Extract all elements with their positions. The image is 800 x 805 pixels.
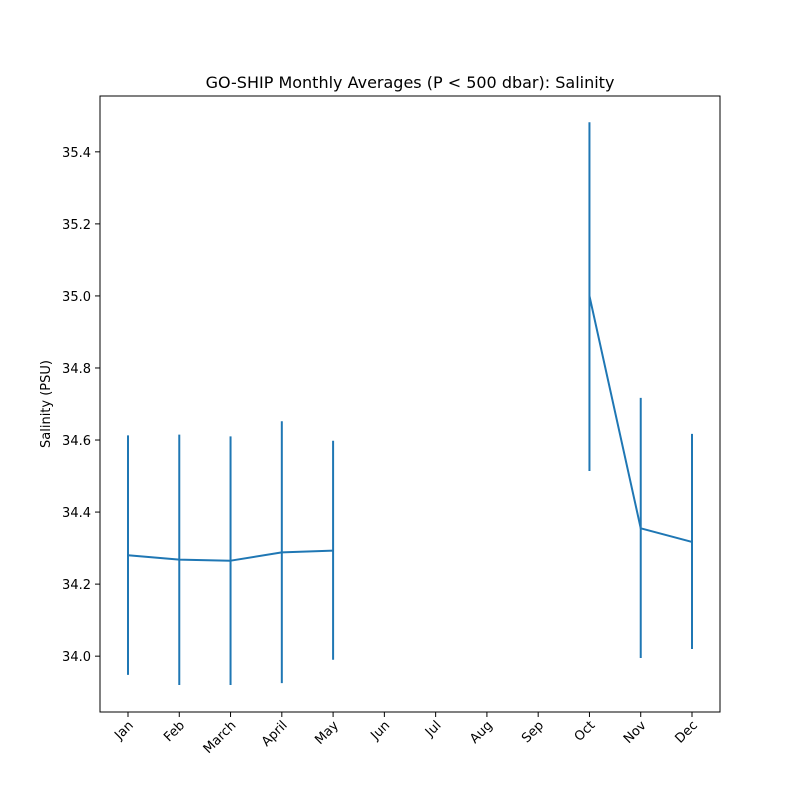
x-tick-label: Aug xyxy=(467,718,496,747)
x-tick-label: May xyxy=(312,718,342,748)
x-tick-label: April xyxy=(259,718,291,750)
x-tick-label: March xyxy=(201,718,240,757)
y-axis: 34.0 34.2 34.4 34.6 34.8 35.0 35.2 35.4 xyxy=(62,146,100,665)
x-tick-label: Dec xyxy=(672,718,700,746)
series-line xyxy=(588,295,693,543)
y-tick-label: 34.6 xyxy=(62,434,91,449)
x-tick-label: Nov xyxy=(621,718,650,747)
y-tick-label: 34.8 xyxy=(62,362,91,377)
y-axis-label: Salinity (PSU) xyxy=(39,360,54,448)
y-tick-label: 34.0 xyxy=(62,650,91,665)
plot-frame xyxy=(99,95,721,713)
y-tick-label: 35.0 xyxy=(62,290,91,305)
x-tick-label: Feb xyxy=(161,718,188,745)
y-tick-label: 34.4 xyxy=(62,506,91,521)
x-tick-label: Jun xyxy=(368,718,394,744)
y-tick-label: 35.4 xyxy=(62,146,91,161)
plot-marks xyxy=(127,122,693,685)
series-line xyxy=(127,549,334,562)
y-tick-label: 35.2 xyxy=(62,218,91,233)
x-tick-label: Jan xyxy=(111,718,136,743)
x-axis: Jan Feb March April May Jun Jul Aug Sep Oct Nov Dec xyxy=(111,712,701,757)
x-tick-label: Oct xyxy=(572,718,599,745)
x-tick-label: Sep xyxy=(519,718,547,746)
chart-title: GO-SHIP Monthly Averages (P < 500 dbar):… xyxy=(206,73,615,92)
x-tick-label: Jul xyxy=(422,718,444,740)
y-tick-label: 34.2 xyxy=(62,578,91,593)
